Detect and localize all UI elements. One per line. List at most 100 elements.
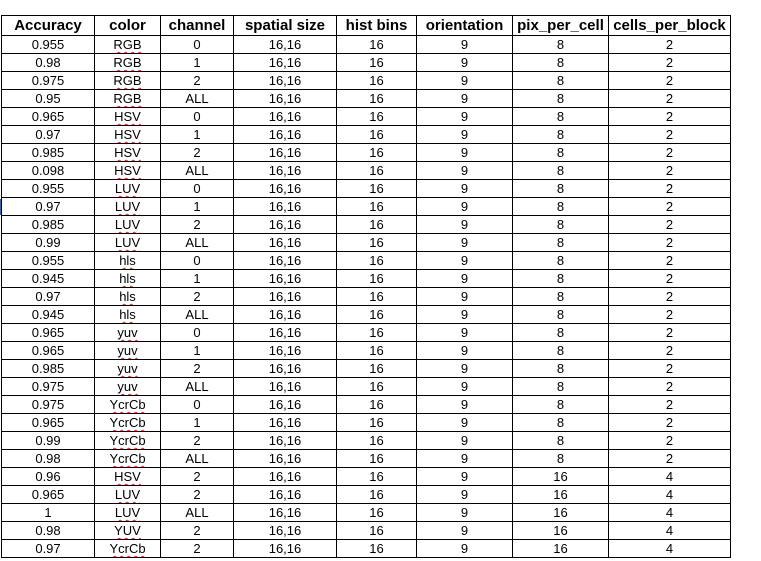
accuracy-cell[interactable]: 0.98	[1, 449, 95, 468]
pix-per-cell-cell[interactable]: 8	[512, 35, 609, 54]
channel-cell[interactable]: 2	[160, 539, 234, 558]
orientation-cell[interactable]: 9	[416, 305, 513, 324]
hist-bins-cell[interactable]: 16	[336, 467, 417, 486]
channel-cell[interactable]: ALL	[160, 233, 234, 252]
hist-bins-cell[interactable]: 16	[336, 413, 417, 432]
accuracy-cell[interactable]: 0.965	[1, 323, 95, 342]
pix-per-cell-cell[interactable]: 8	[512, 377, 609, 396]
header-spatial-size[interactable]: spatial size	[233, 15, 337, 36]
cells-per-block-cell[interactable]: 2	[608, 431, 731, 450]
pix-per-cell-cell[interactable]: 8	[512, 53, 609, 72]
hist-bins-cell[interactable]: 16	[336, 395, 417, 414]
accuracy-cell[interactable]: 0.975	[1, 377, 95, 396]
channel-cell[interactable]: 0	[160, 179, 234, 198]
cells-per-block-cell[interactable]: 4	[608, 485, 731, 504]
pix-per-cell-cell[interactable]: 8	[512, 89, 609, 108]
cells-per-block-cell[interactable]: 4	[608, 539, 731, 558]
cells-per-block-cell[interactable]: 2	[608, 179, 731, 198]
pix-per-cell-cell[interactable]: 8	[512, 431, 609, 450]
hist-bins-cell[interactable]: 16	[336, 341, 417, 360]
accuracy-cell[interactable]: 0.985	[1, 143, 95, 162]
spatial-size-cell[interactable]: 16,16	[233, 485, 337, 504]
pix-per-cell-cell[interactable]: 8	[512, 359, 609, 378]
color-cell[interactable]: LUV	[94, 197, 161, 216]
cells-per-block-cell[interactable]: 2	[608, 287, 731, 306]
accuracy-cell[interactable]: 0.098	[1, 161, 95, 180]
cells-per-block-cell[interactable]: 2	[608, 341, 731, 360]
orientation-cell[interactable]: 9	[416, 233, 513, 252]
accuracy-cell[interactable]: 0.98	[1, 53, 95, 72]
accuracy-cell[interactable]: 0.97	[1, 287, 95, 306]
color-cell[interactable]: yuv	[94, 359, 161, 378]
accuracy-cell[interactable]: 0.955	[1, 35, 95, 54]
accuracy-cell[interactable]: 0.97	[1, 539, 95, 558]
color-cell[interactable]: yuv	[94, 323, 161, 342]
pix-per-cell-cell[interactable]: 8	[512, 413, 609, 432]
pix-per-cell-cell[interactable]: 8	[512, 449, 609, 468]
spatial-size-cell[interactable]: 16,16	[233, 107, 337, 126]
cells-per-block-cell[interactable]: 2	[608, 53, 731, 72]
pix-per-cell-cell[interactable]: 16	[512, 503, 609, 522]
channel-cell[interactable]: 2	[160, 521, 234, 540]
accuracy-cell[interactable]: 0.945	[1, 305, 95, 324]
orientation-cell[interactable]: 9	[416, 449, 513, 468]
pix-per-cell-cell[interactable]: 8	[512, 143, 609, 162]
spatial-size-cell[interactable]: 16,16	[233, 269, 337, 288]
orientation-cell[interactable]: 9	[416, 287, 513, 306]
spatial-size-cell[interactable]: 16,16	[233, 395, 337, 414]
spatial-size-cell[interactable]: 16,16	[233, 215, 337, 234]
color-cell[interactable]: YcrCb	[94, 413, 161, 432]
header-channel[interactable]: channel	[160, 15, 234, 36]
spatial-size-cell[interactable]: 16,16	[233, 233, 337, 252]
spatial-size-cell[interactable]: 16,16	[233, 287, 337, 306]
pix-per-cell-cell[interactable]: 8	[512, 161, 609, 180]
channel-cell[interactable]: 2	[160, 359, 234, 378]
color-cell[interactable]: hls	[94, 269, 161, 288]
spatial-size-cell[interactable]: 16,16	[233, 179, 337, 198]
pix-per-cell-cell[interactable]: 8	[512, 215, 609, 234]
hist-bins-cell[interactable]: 16	[336, 287, 417, 306]
header-hist-bins[interactable]: hist bins	[336, 15, 417, 36]
pix-per-cell-cell[interactable]: 8	[512, 107, 609, 126]
spatial-size-cell[interactable]: 16,16	[233, 53, 337, 72]
color-cell[interactable]: yuv	[94, 341, 161, 360]
pix-per-cell-cell[interactable]: 16	[512, 521, 609, 540]
channel-cell[interactable]: 0	[160, 395, 234, 414]
pix-per-cell-cell[interactable]: 8	[512, 287, 609, 306]
cells-per-block-cell[interactable]: 2	[608, 377, 731, 396]
channel-cell[interactable]: 0	[160, 35, 234, 54]
orientation-cell[interactable]: 9	[416, 215, 513, 234]
pix-per-cell-cell[interactable]: 16	[512, 539, 609, 558]
cells-per-block-cell[interactable]: 2	[608, 305, 731, 324]
color-cell[interactable]: HSV	[94, 161, 161, 180]
pix-per-cell-cell[interactable]: 16	[512, 485, 609, 504]
orientation-cell[interactable]: 9	[416, 503, 513, 522]
spatial-size-cell[interactable]: 16,16	[233, 467, 337, 486]
orientation-cell[interactable]: 9	[416, 359, 513, 378]
spatial-size-cell[interactable]: 16,16	[233, 35, 337, 54]
accuracy-cell[interactable]: 0.955	[1, 251, 95, 270]
cells-per-block-cell[interactable]: 2	[608, 323, 731, 342]
channel-cell[interactable]: 2	[160, 143, 234, 162]
cells-per-block-cell[interactable]: 2	[608, 161, 731, 180]
hist-bins-cell[interactable]: 16	[336, 197, 417, 216]
hist-bins-cell[interactable]: 16	[336, 269, 417, 288]
cells-per-block-cell[interactable]: 4	[608, 503, 731, 522]
channel-cell[interactable]: 1	[160, 125, 234, 144]
hist-bins-cell[interactable]: 16	[336, 521, 417, 540]
color-cell[interactable]: hls	[94, 251, 161, 270]
orientation-cell[interactable]: 9	[416, 89, 513, 108]
color-cell[interactable]: LUV	[94, 179, 161, 198]
accuracy-cell[interactable]: 0.965	[1, 485, 95, 504]
cells-per-block-cell[interactable]: 2	[608, 89, 731, 108]
hist-bins-cell[interactable]: 16	[336, 503, 417, 522]
pix-per-cell-cell[interactable]: 8	[512, 125, 609, 144]
pix-per-cell-cell[interactable]: 8	[512, 395, 609, 414]
color-cell[interactable]: LUV	[94, 503, 161, 522]
color-cell[interactable]: hls	[94, 305, 161, 324]
orientation-cell[interactable]: 9	[416, 377, 513, 396]
cells-per-block-cell[interactable]: 2	[608, 125, 731, 144]
hist-bins-cell[interactable]: 16	[336, 449, 417, 468]
channel-cell[interactable]: 2	[160, 467, 234, 486]
orientation-cell[interactable]: 9	[416, 197, 513, 216]
